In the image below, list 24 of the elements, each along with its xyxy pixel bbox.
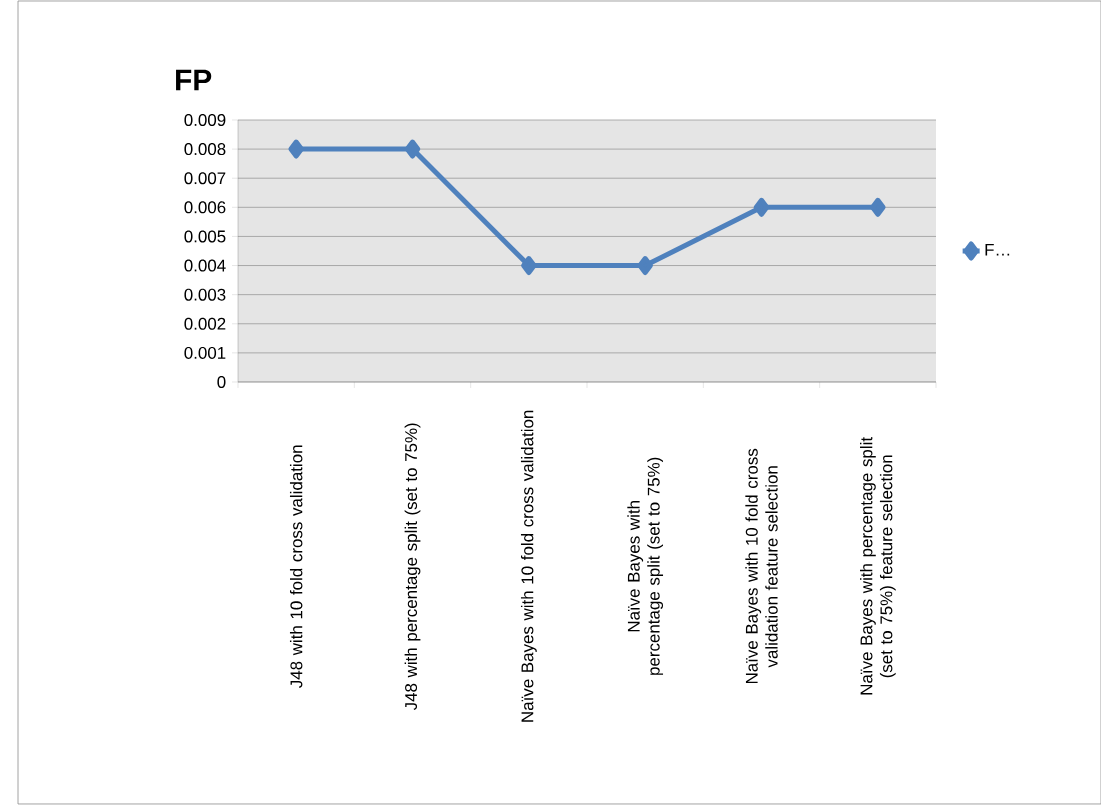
y-tick-label: 0.005 bbox=[184, 230, 226, 243]
x-tick-label: J48 with 10 fold cross validation bbox=[289, 445, 303, 688]
point bbox=[870, 197, 886, 217]
point bbox=[288, 139, 304, 159]
x-tick-label: Naïve Bayes with percentage split (set to 75%) feature selection bbox=[860, 437, 896, 695]
y-tick-label: 0.006 bbox=[184, 201, 226, 214]
x-tick-label: Naïve Bayes with 10 fold cross validation feature selection bbox=[745, 448, 778, 684]
point bbox=[753, 197, 770, 217]
legend-label: F… bbox=[985, 243, 1010, 256]
y-tick-label: 0.007 bbox=[184, 172, 226, 185]
y-tick-label: 0.002 bbox=[184, 317, 226, 330]
y-tick-label: 0.008 bbox=[184, 143, 226, 156]
point bbox=[637, 256, 653, 276]
y-tick-label: 0.001 bbox=[184, 346, 226, 359]
y-tick-label: 0.003 bbox=[184, 288, 226, 301]
x-tick-label: Naïve Bayes with 10 fold cross validation bbox=[520, 410, 537, 722]
point bbox=[404, 139, 421, 159]
point bbox=[521, 256, 537, 276]
x-tick-label: Naïve Bayes with percentage split (set to 75%) bbox=[627, 457, 664, 675]
y-tick-label: 0.004 bbox=[184, 259, 226, 272]
y-tick-label: 0.009 bbox=[184, 114, 226, 126]
y-tick-label: 0 bbox=[217, 375, 226, 388]
chart-title: FP bbox=[176, 69, 212, 91]
x-tick-label: J48 with percentage split (set to 75%) bbox=[404, 423, 421, 711]
